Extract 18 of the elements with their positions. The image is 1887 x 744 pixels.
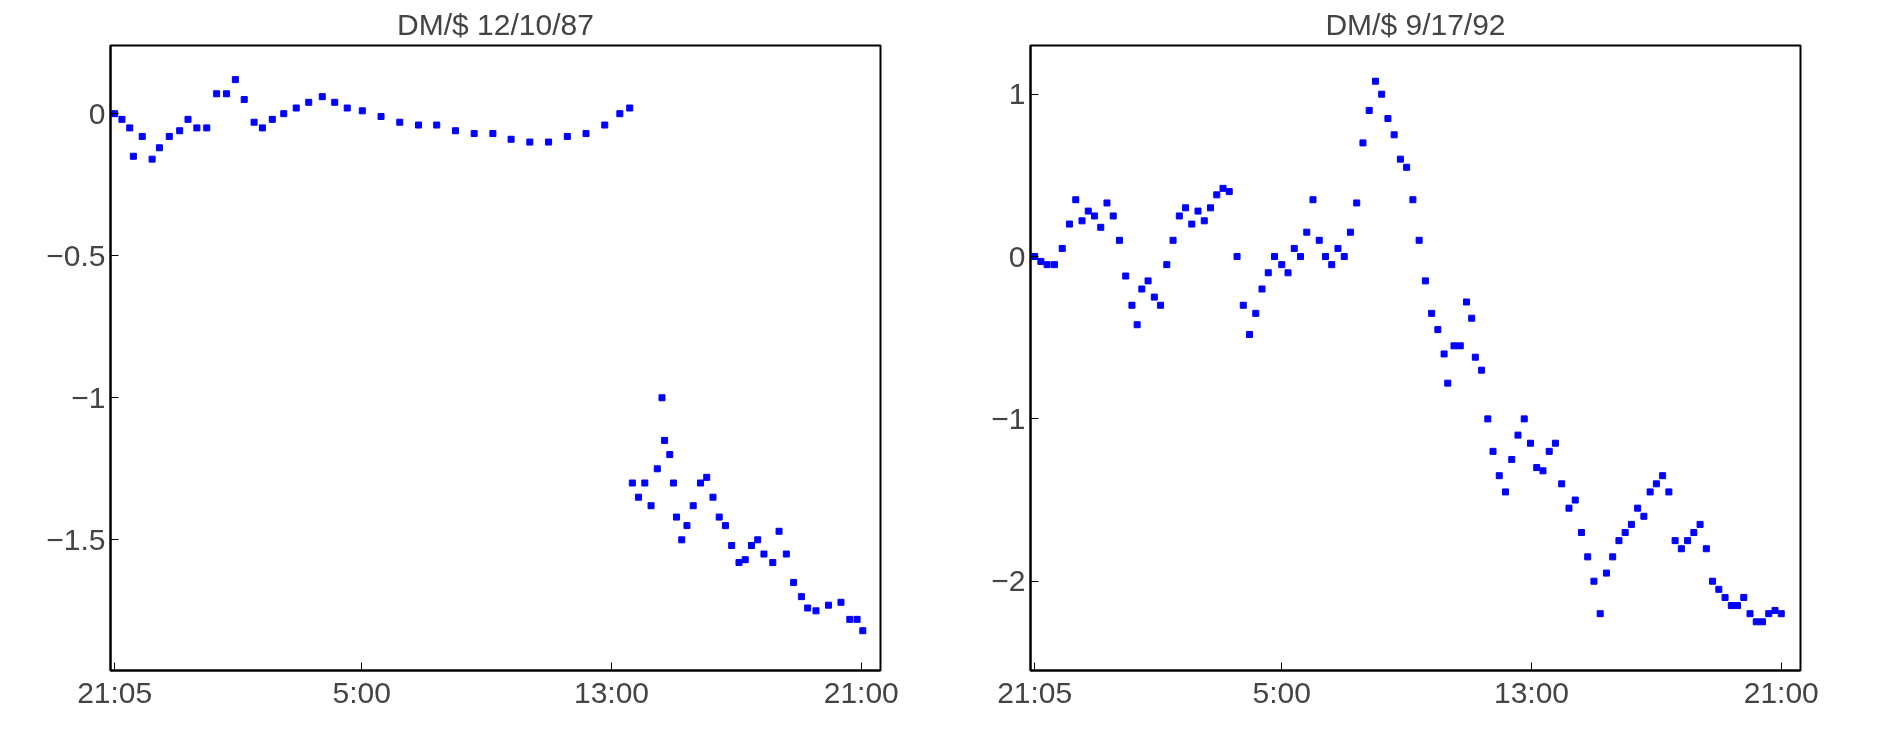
y-tick-label: −2 (991, 564, 1026, 598)
x-tick-label: 13:00 (1493, 675, 1570, 709)
chart-title: DM/$ 12/10/87 (397, 7, 594, 41)
y-tick-label: −1 (991, 401, 1026, 435)
x-tick-label: 5:00 (332, 675, 391, 709)
x-tick-label: 13:00 (573, 675, 650, 709)
x-tick-label: 21:00 (823, 675, 899, 709)
y-tick-label: 0 (88, 96, 106, 130)
y-tick-label: −0.5 (46, 238, 106, 272)
y-tick-label: −1 (71, 380, 106, 414)
x-tick-label: 21:05 (997, 675, 1073, 709)
y-tick-label: −1.5 (46, 522, 106, 556)
x-tick-label: 5:00 (1252, 675, 1311, 709)
y-tick-label: 1 (1008, 77, 1026, 111)
x-tick-label: 21:00 (1743, 675, 1819, 709)
chart-title: DM/$ 9/17/92 (1325, 7, 1506, 41)
x-tick-label: 21:05 (77, 675, 153, 709)
y-tick-label: 0 (1008, 239, 1026, 273)
